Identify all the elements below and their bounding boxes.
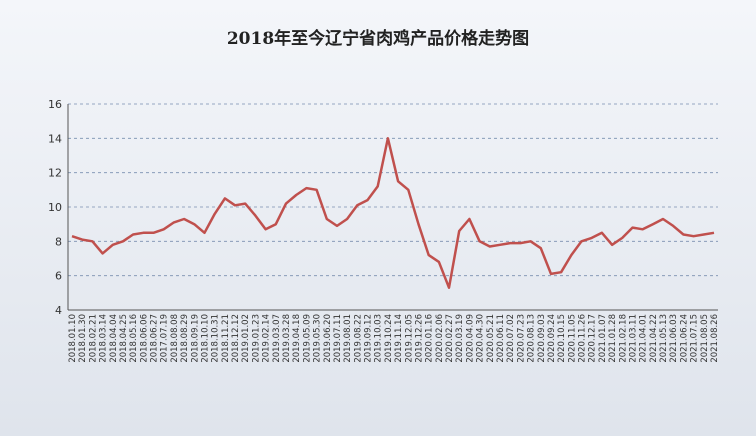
x-tick-label: 2019.09.12	[364, 314, 374, 363]
y-tick-label: 4	[55, 304, 62, 317]
y-tick-label: 6	[55, 270, 62, 283]
x-tick-label: 2021.03.11	[628, 314, 638, 363]
x-tick-label: 2017.07.19	[160, 314, 170, 363]
x-tick-label: 2018.10.10	[200, 314, 210, 363]
x-tick-label: 2021.04.01	[639, 314, 649, 363]
x-tick-label: 2020.07.23	[516, 314, 526, 363]
x-tick-label: 2021.08.05	[700, 314, 710, 363]
x-tick-label: 2018.04.25	[119, 314, 129, 363]
x-tick-label: 2018.09.19	[190, 314, 200, 363]
x-tick-label: 2018.02.21	[88, 314, 98, 363]
x-tick-label: 2019.01.02	[241, 314, 251, 363]
x-tick-label: 2018.05.16	[129, 314, 139, 363]
x-tick-label: 2020.03.19	[455, 314, 465, 363]
x-tick-label: 2021.07.15	[690, 314, 700, 363]
x-tick-label: 2020.09.24	[547, 314, 557, 363]
x-tick-label: 2019.10.03	[374, 314, 384, 363]
chart-title: 2018年至今辽宁省肉鸡产品价格走势图	[227, 28, 529, 49]
x-tick-label: 2020.06.11	[496, 314, 506, 363]
x-tick-label: 2019.03.07	[272, 314, 282, 363]
x-tick-label: 2020.04.30	[476, 314, 486, 363]
x-tick-label: 2018.12.12	[231, 314, 241, 363]
x-tick-label: 2020.01.16	[425, 314, 435, 363]
x-tick-label: 2021.05.13	[659, 314, 669, 363]
y-tick-label: 10	[48, 201, 62, 214]
x-tick-label: 2021.01.07	[598, 314, 608, 363]
x-tick-label: 2020.02.27	[445, 314, 455, 363]
x-tick-label: 2019.06.20	[323, 314, 333, 363]
x-tick-label: 2019.05.09	[302, 314, 312, 363]
line-series	[71, 137, 715, 289]
x-tick-label: 2018.01.10	[68, 314, 78, 363]
x-tick-label: 2019.04.18	[292, 314, 302, 363]
x-tick-label: 2020.04.09	[465, 314, 475, 363]
x-tick-label: 2020.05.21	[486, 314, 496, 363]
x-tick-label: 2018.01.30	[78, 314, 88, 363]
x-tick-label: 2018.08.08	[170, 314, 180, 363]
x-tick-label: 2020.08.13	[527, 314, 537, 363]
x-tick-label: 2019.07.11	[333, 314, 343, 363]
x-tick-label: 2019.10.24	[384, 314, 394, 363]
x-tick-label: 2019.08.01	[343, 314, 353, 363]
y-tick-label: 14	[48, 132, 62, 145]
y-tick-label: 12	[48, 167, 62, 180]
x-tick-label: 2021.01.28	[608, 314, 618, 363]
x-tick-label: 2020.12.17	[588, 314, 598, 363]
x-tick-label: 2018.03.14	[99, 314, 109, 363]
x-tick-label: 2021.08.26	[710, 314, 720, 363]
x-tick-label: 2020.10.15	[557, 314, 567, 363]
x-tick-label: 2019.01.23	[251, 314, 261, 363]
x-tick-label: 2021.06.24	[679, 314, 689, 363]
x-tick-label: 2018.06.27	[150, 314, 160, 363]
x-tick-label: 2019.05.30	[313, 314, 323, 363]
x-tick-label: 2020.11.26	[578, 314, 588, 363]
x-tick-label: 2019.11.14	[394, 314, 404, 363]
x-tick-label: 2021.06.03	[669, 314, 679, 363]
y-tick-label: 8	[55, 235, 62, 248]
x-tick-label: 2020.11.05	[567, 314, 577, 363]
x-tick-label: 2019.03.28	[282, 314, 292, 363]
x-tick-label: 2021.02.18	[618, 314, 628, 363]
x-tick-label: 2018.04.04	[109, 314, 119, 363]
x-tick-label: 2018.10.31	[211, 314, 221, 363]
x-tick-label: 2019.12.05	[404, 314, 414, 363]
x-tick-label: 2020.02.06	[435, 314, 445, 363]
x-tick-label: 2018.06.06	[139, 314, 149, 363]
x-tick-label: 2019.02.14	[262, 314, 272, 363]
x-tick-label: 2019.12.26	[414, 314, 424, 363]
x-tick-label: 2018.08.29	[180, 314, 190, 363]
x-tick-label: 2021.04.22	[649, 314, 659, 363]
x-tick-label: 2020.07.02	[506, 314, 516, 363]
x-tick-label: 2020.09.03	[537, 314, 547, 363]
x-tick-label: 2019.08.22	[353, 314, 363, 363]
x-tick-label: 2018.11.21	[221, 314, 231, 363]
y-tick-label: 16	[48, 98, 62, 111]
